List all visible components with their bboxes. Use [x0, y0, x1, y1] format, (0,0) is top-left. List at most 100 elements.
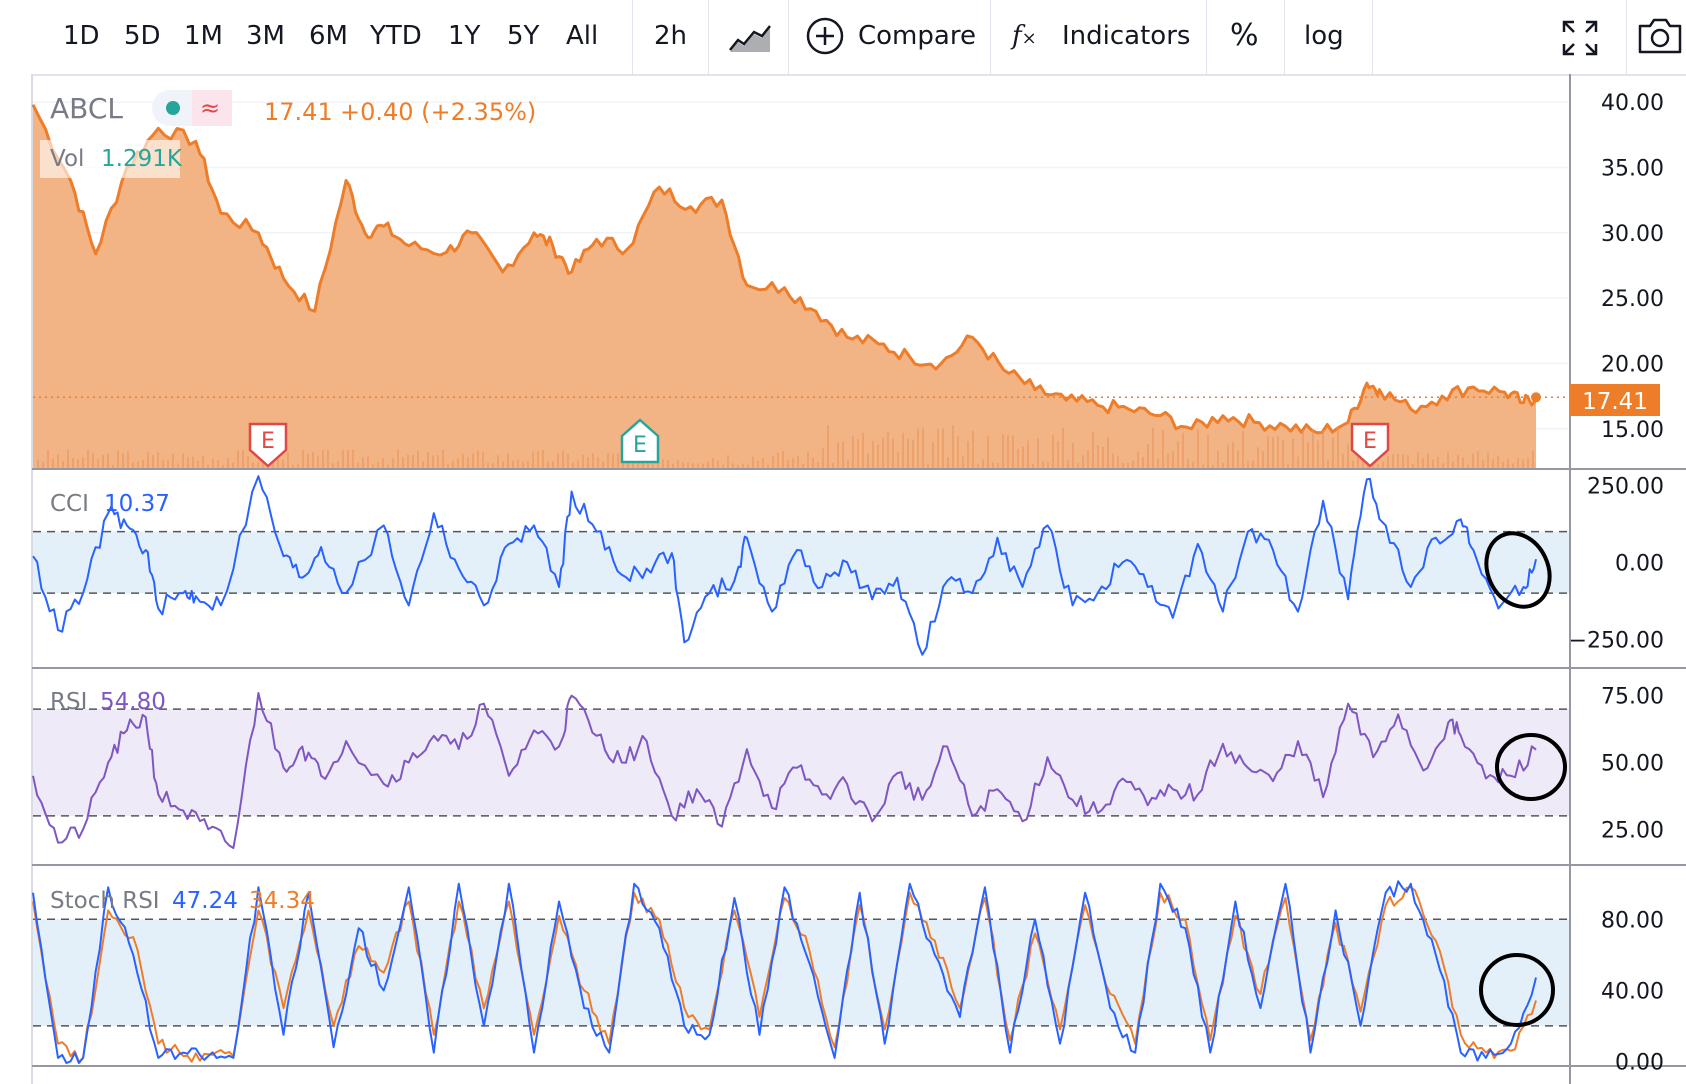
volume-bar [237, 450, 239, 468]
volume-bar [807, 451, 809, 468]
volume-bar [947, 457, 949, 468]
stoch-k-value: 47.24 [172, 888, 238, 914]
band-area [33, 709, 1570, 816]
range-1y-button[interactable]: 1Y [448, 21, 481, 51]
status-pill: ≈ [152, 90, 232, 126]
toolbar: 1D 5D 1M 3M 6M YTD 1Y 5Y All 2h Compare … [0, 0, 1686, 76]
log-scale-button[interactable]: log [1304, 21, 1344, 51]
range-ytd-button[interactable]: YTD [370, 21, 422, 51]
volume-bar [837, 442, 839, 468]
volume-bar [1272, 437, 1274, 468]
camera-icon[interactable] [1636, 16, 1682, 56]
volume-bar [1267, 435, 1269, 468]
volume-bar [697, 463, 699, 468]
volume-bar [1462, 457, 1464, 468]
function-fx-icon[interactable]: f× [1012, 21, 1037, 51]
volume-bar [507, 453, 509, 468]
volume-bar [357, 462, 359, 468]
volume-bar [427, 451, 429, 468]
volume-bar [287, 452, 289, 468]
volume-bar [282, 459, 284, 468]
volume-bar [497, 455, 499, 468]
volume-bar [122, 453, 124, 468]
volume-bar [527, 461, 529, 468]
price-line [31, 104, 1538, 435]
volume-bar [62, 460, 64, 468]
volume-bar [1477, 451, 1479, 468]
cci-value: 10.37 [104, 491, 170, 517]
volume-bar [1507, 458, 1509, 468]
range-6m-button[interactable]: 6M [309, 21, 348, 51]
stoch-rsi-series-line [32, 880, 1537, 1064]
y-tick-label: 80.00 [1601, 908, 1664, 933]
percent-scale-button[interactable]: % [1230, 18, 1259, 53]
volume-bar [407, 454, 409, 468]
volume-bar [1277, 435, 1279, 468]
volume-bar [597, 457, 599, 468]
volume-bar [412, 454, 414, 468]
earnings-marker[interactable]: E [248, 422, 288, 468]
volume-bar [957, 436, 959, 468]
compare-button[interactable]: Compare [858, 21, 976, 51]
indicators-button[interactable]: Indicators [1062, 21, 1191, 51]
y-tick-label: 0.00 [1615, 551, 1664, 576]
volume-bar [787, 459, 789, 468]
volume-bar [587, 457, 589, 468]
volume-bar [1382, 461, 1384, 468]
volume-bar [887, 431, 889, 468]
toolbar-divider [990, 0, 991, 74]
volume-bar [882, 437, 884, 468]
earnings-marker-label: E [261, 429, 275, 454]
fullscreen-icon[interactable] [1560, 18, 1600, 58]
volume-bar [737, 464, 739, 468]
range-all-button[interactable]: All [566, 21, 599, 51]
volume-bar [117, 450, 119, 468]
volume-bar [332, 463, 334, 468]
volume-bar [457, 457, 459, 468]
volume-bar [402, 457, 404, 468]
range-1d-button[interactable]: 1D [63, 21, 100, 51]
volume-bar [1162, 429, 1164, 468]
volume-bar [1172, 451, 1174, 468]
interval-button[interactable]: 2h [654, 21, 688, 51]
volume-bar [602, 461, 604, 468]
range-1m-button[interactable]: 1M [184, 21, 223, 51]
range-5d-button[interactable]: 5D [124, 21, 161, 51]
compare-add-icon[interactable] [806, 14, 844, 58]
volume-bar [907, 438, 909, 468]
volume-bar [442, 449, 444, 468]
volume-bar [902, 432, 904, 468]
volume-bar [1342, 453, 1344, 468]
volume-bar [1167, 453, 1169, 468]
y-tick-label: 25.00 [1601, 287, 1664, 312]
volume-bar [467, 456, 469, 468]
volume-bar [742, 463, 744, 468]
volume-bar [1212, 464, 1214, 468]
volume-bar [1062, 427, 1064, 468]
y-tick-label: 25.00 [1601, 818, 1664, 843]
volume-bar [592, 453, 594, 468]
volume-bar [1472, 453, 1474, 468]
band-area [33, 919, 1570, 1026]
chart-style-button[interactable] [728, 20, 772, 54]
volume-bar [1157, 458, 1159, 468]
volume-bar [772, 456, 774, 468]
y-tick-label: 35.00 [1601, 156, 1664, 181]
volume-bar [997, 462, 999, 468]
volume-bar [377, 462, 379, 468]
volume-bar [52, 458, 54, 468]
volume-bar [362, 457, 364, 468]
earnings-marker[interactable]: E [620, 418, 660, 464]
range-3m-button[interactable]: 3M [246, 21, 285, 51]
volume-bar [512, 460, 514, 468]
volume-bar [877, 444, 879, 468]
volume-bar [1312, 428, 1314, 468]
earnings-marker[interactable]: E [1350, 422, 1390, 468]
y-tick-label: 250.00 [1587, 474, 1664, 499]
volume-bar [1022, 446, 1024, 468]
volume-bar [542, 450, 544, 468]
volume-bar [502, 461, 504, 468]
range-5y-button[interactable]: 5Y [507, 21, 540, 51]
rsi-series-line [32, 692, 1537, 849]
volume-bar [1072, 442, 1074, 468]
